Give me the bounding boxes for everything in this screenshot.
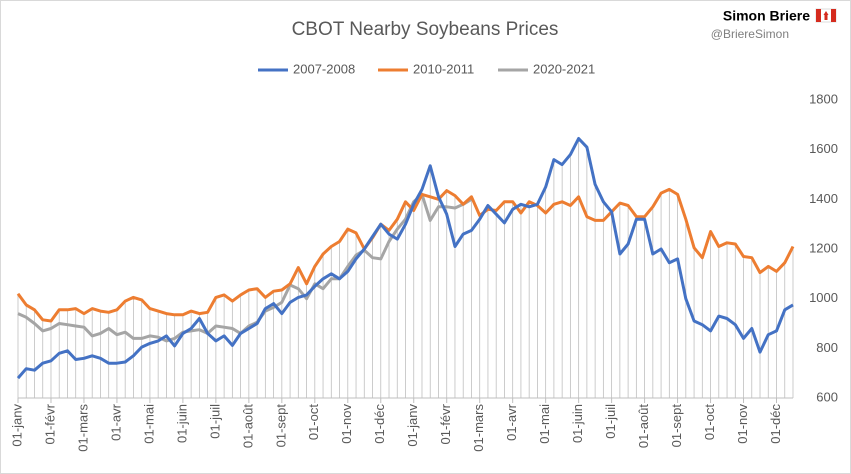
y-tick-label: 1200 <box>809 240 838 255</box>
x-tick-label: 01-août <box>636 404 651 448</box>
x-tick-label: 01-janv <box>9 404 24 447</box>
x-tick-label: 01-avr <box>504 403 519 441</box>
legend-label: 2020-2021 <box>533 61 595 76</box>
series-line <box>16 137 794 380</box>
y-tick-label: 1600 <box>809 141 838 156</box>
x-tick-label: 01-févr <box>42 403 57 444</box>
x-tick-label: 01-nov <box>735 404 750 444</box>
chart-title: CBOT Nearby Soybeans Prices <box>292 19 559 40</box>
x-tick-label: 01-oct <box>306 404 321 441</box>
x-tick-label: 01-nov <box>339 404 354 444</box>
x-tick-label: 01-déc <box>372 404 387 444</box>
x-tick-label: 01-mai <box>141 404 156 444</box>
flag <box>815 8 837 23</box>
x-tick-label: 01-mai <box>537 404 552 444</box>
handle: @BriereSimon <box>711 27 789 41</box>
y-tick-label: 1800 <box>809 91 838 106</box>
y-tick-label: 1400 <box>809 191 838 206</box>
y-tick-label: 1000 <box>809 290 838 305</box>
x-tick-label: 01-sept <box>669 404 684 448</box>
author: Simon Briere <box>723 8 810 24</box>
x-tick-label: 01-mars <box>75 404 90 452</box>
x-tick-label: 01-oct <box>702 404 717 441</box>
x-tick-label: 01-avr <box>108 403 123 441</box>
x-tick-label: 01-févr <box>438 403 453 444</box>
x-tick-label: 01-juil <box>207 404 222 439</box>
x-tick-label: 01-mars <box>471 404 486 452</box>
x-tick-label: 01-sept <box>273 404 288 448</box>
y-tick-label: 600 <box>816 389 838 404</box>
x-tick-label: 01-juin <box>174 404 189 443</box>
legend-label: 2010-2011 <box>413 61 474 76</box>
series-line <box>16 187 795 323</box>
x-tick-label: 01-janv <box>405 404 420 447</box>
y-tick-label: 800 <box>816 340 838 355</box>
legend-label: 2007-2008 <box>293 61 355 76</box>
x-tick-label: 01-juin <box>570 404 585 443</box>
x-tick-label: 01-août <box>240 404 255 448</box>
x-tick-label: 01-déc <box>768 404 783 444</box>
x-tick-label: 01-juil <box>603 404 618 439</box>
